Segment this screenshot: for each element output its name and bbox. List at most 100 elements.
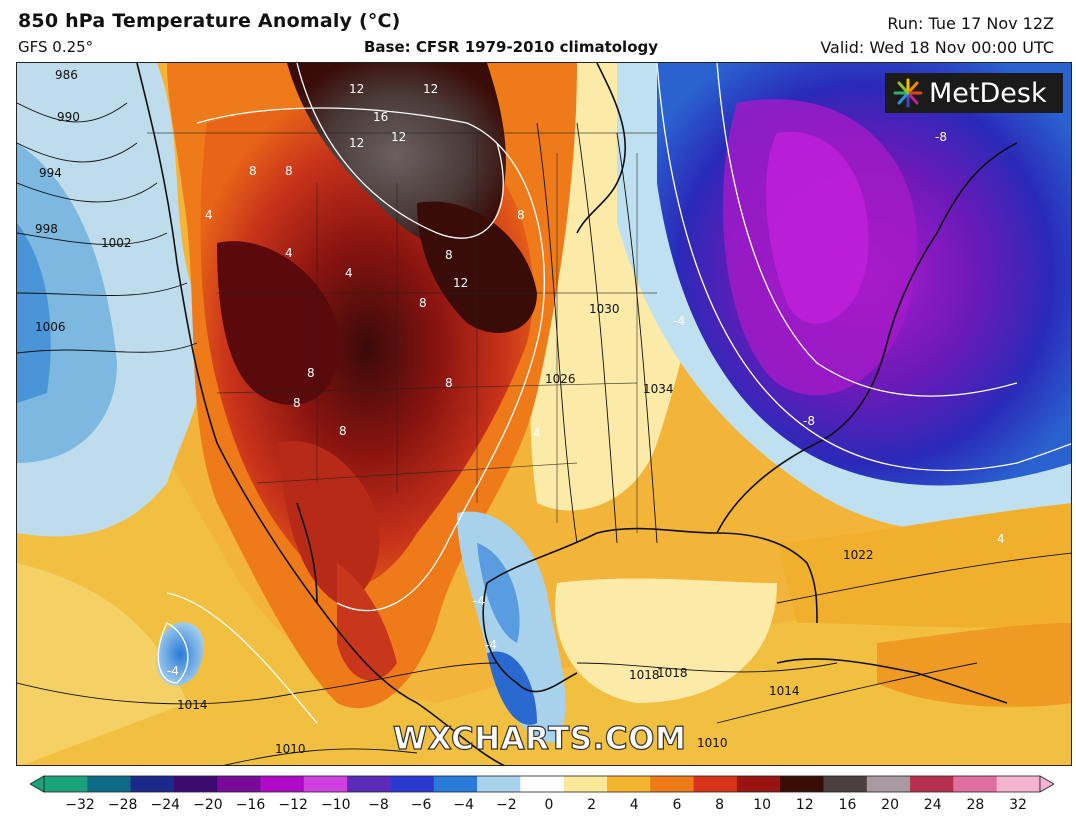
colorbar-segment: [996, 776, 1041, 792]
isobar-label: 1022: [843, 548, 874, 562]
colorbar-segment: [260, 776, 305, 792]
colorbar-tick-label: 10: [753, 797, 772, 813]
isobar-label: 1018: [629, 668, 660, 682]
colorbar-tick-label: −12: [278, 797, 308, 813]
colorbar-tick-label: 6: [672, 797, 682, 813]
colorbar-left-arrow: [30, 775, 45, 793]
colorbar-segment: [780, 776, 825, 792]
colorbar: [30, 775, 1054, 793]
anomaly-label: 12: [349, 82, 364, 96]
anomaly-map: 986 990 994 998 1002 1006 1010 1014 1018…: [16, 62, 1072, 766]
isobar-label: 1018: [657, 666, 688, 680]
colorbar-segment: [217, 776, 262, 792]
colorbar-segment: [736, 776, 781, 792]
anomaly-label: 4: [533, 426, 541, 440]
anomaly-label: -4: [167, 664, 179, 678]
anomaly-label: 8: [419, 296, 427, 310]
model-label: GFS 0.25°: [18, 38, 94, 56]
anomaly-label: -4: [485, 638, 497, 652]
anomaly-label: 12: [453, 276, 468, 290]
colorbar-tick-label: 8: [715, 797, 724, 813]
colorbar-tick-label: −28: [107, 797, 138, 813]
colorbar-segment: [130, 776, 175, 792]
anomaly-label: 4: [285, 246, 293, 260]
run-time-label: Run: Tue 17 Nov 12Z: [887, 14, 1054, 33]
climatology-base-label: Base: CFSR 1979-2010 climatology: [364, 38, 659, 56]
colorbar-tick-label: −6: [410, 797, 432, 813]
colorbar-segment: [477, 776, 521, 792]
anomaly-label: 8: [293, 396, 301, 410]
anomaly-label: -8: [803, 414, 815, 428]
colorbar-tick-label: 28: [966, 797, 985, 813]
isobar-lines: [17, 102, 1071, 765]
isobar-label: 1014: [769, 684, 800, 698]
anomaly-label: -8: [935, 130, 947, 144]
anomaly-label: 4: [205, 208, 213, 222]
isobar-label: 1030: [589, 302, 620, 316]
coastlines: [136, 63, 1018, 765]
anomaly-label: 12: [423, 82, 438, 96]
isobar-label: 1010: [275, 742, 306, 756]
logo-text: MetDesk: [929, 77, 1047, 109]
anomaly-label: 8: [307, 366, 315, 380]
colorbar-tick-label: 20: [881, 797, 899, 813]
colorbar-tick-label: 32: [1009, 797, 1027, 813]
colorbar-tick-label: 12: [795, 797, 814, 813]
anomaly-label: 12: [391, 130, 406, 144]
isobar-label: 986: [55, 68, 78, 82]
colorbar-segment: [910, 776, 954, 792]
isobar-label-group: 986 990 994 998 1002 1006 1010 1014 1018…: [35, 68, 874, 756]
colorbar-segments: [43, 775, 1041, 793]
anomaly-label: -4: [673, 314, 685, 328]
colorbar-tick-label: 0: [544, 797, 554, 813]
colorbar-segment: [693, 776, 738, 792]
colorbar-tick-label: −32: [65, 797, 95, 813]
colorbar-right-arrow: [1039, 775, 1054, 793]
anomaly-label: 4: [997, 532, 1005, 546]
colorbar-segment: [953, 776, 998, 792]
watermark: WXCHARTS.COM: [392, 720, 687, 757]
colorbar-segment: [173, 776, 218, 792]
colorbar-tick-label: −10: [321, 797, 351, 813]
colorbar-segment: [866, 776, 911, 792]
isobar-label: 1014: [177, 698, 208, 712]
anomaly-label: 8: [445, 376, 453, 390]
isobar-label: 1010: [697, 736, 728, 750]
colorbar-tick-label: −16: [235, 797, 266, 813]
colorbar-tick-label: 16: [838, 797, 857, 813]
colorbar-segment: [606, 776, 651, 792]
colorbar-tick-label: 4: [629, 797, 639, 813]
colorbar-segment: [823, 776, 868, 792]
isobar-label: 1002: [101, 236, 132, 250]
colorbar-segment: [303, 776, 348, 792]
chart-title: 850 hPa Temperature Anomaly (°C): [18, 10, 401, 32]
colorbar-segment: [520, 776, 565, 792]
colorbar-tick-label: 24: [923, 797, 942, 813]
anomaly-label: 8: [517, 208, 525, 222]
anomaly-label-group: 12 12 16 12 12 8 8 8 8 4 4 4 8 8 8 12 8 …: [167, 82, 1005, 678]
colorbar-segment: [563, 776, 608, 792]
starburst-icon: [893, 78, 923, 108]
colorbar-segment: [44, 776, 88, 792]
map-canvas: 986 990 994 998 1002 1006 1010 1014 1018…: [17, 63, 1071, 765]
valid-time-label: Valid: Wed 18 Nov 00:00 UTC: [820, 38, 1054, 57]
colorbar-tick-label: −24: [150, 797, 181, 813]
anomaly-label: 12: [349, 136, 364, 150]
anomaly-label: 4: [345, 266, 353, 280]
isobar-label: 1034: [643, 382, 674, 396]
isobar-label: 1006: [35, 320, 66, 334]
anomaly-contours: [157, 63, 1071, 724]
anomaly-label: 8: [285, 164, 293, 178]
colorbar-tick-label: −4: [453, 797, 475, 813]
isobar-label: 994: [39, 166, 62, 180]
anomaly-label: 16: [373, 110, 388, 124]
colorbar-tick-label: 2: [587, 797, 597, 813]
colorbar-tick-label: −2: [496, 797, 517, 813]
anomaly-label: 8: [445, 248, 453, 262]
colorbar-segment: [347, 776, 392, 792]
isobar-label: 998: [35, 222, 58, 236]
colorbar-tick-label: −20: [193, 797, 223, 813]
colorbar-segment: [87, 776, 132, 792]
colorbar-segment: [650, 776, 695, 792]
isobar-label: 1026: [545, 372, 576, 386]
